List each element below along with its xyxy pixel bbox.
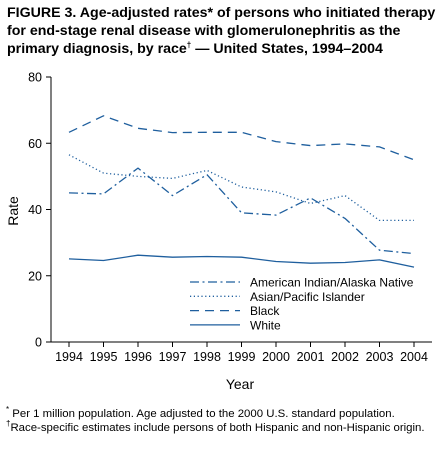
- legend-label-2: Black: [250, 304, 280, 318]
- x-tick-label: 2002: [331, 350, 359, 364]
- chart-legend: American Indian/Alaska NativeAsian/Pacif…: [190, 276, 414, 332]
- y-tick-label: 80: [28, 71, 42, 85]
- series-line-2: [68, 115, 415, 161]
- legend-label-3: White: [250, 318, 281, 332]
- x-axis-title: Year: [226, 376, 255, 392]
- chart-series: [68, 115, 415, 268]
- y-tick-label: 0: [35, 336, 42, 350]
- x-tick-label: 1996: [124, 350, 152, 364]
- title-dagger-mark: †: [186, 40, 192, 50]
- x-tick-label: 2003: [366, 350, 394, 364]
- series-line-1: [68, 154, 414, 222]
- footnote-2: †Race-specific estimates include persons…: [6, 419, 438, 435]
- y-tick-label: 60: [28, 137, 42, 151]
- title-line-3: primary diagnosis, by race† — United Sta…: [7, 41, 383, 57]
- figure-title: FIGURE 3. Age-adjusted rates* of persons…: [7, 4, 439, 58]
- y-axis-title: Rate: [5, 196, 21, 226]
- x-tick-label: 1997: [159, 350, 187, 364]
- x-tick-label: 2000: [262, 350, 290, 364]
- x-tick-label: 1995: [90, 350, 118, 364]
- x-tick-label: 1994: [55, 350, 83, 364]
- footnote-1-text: Per 1 million population. Age adjusted t…: [9, 408, 395, 420]
- footnotes: * Per 1 million population. Age adjusted…: [6, 405, 438, 435]
- title-line-3-suffix: — United States, 1994–2004: [191, 41, 383, 57]
- series-line-3: [68, 254, 415, 268]
- title-line-3-prefix: primary diagnosis, by race: [7, 41, 187, 57]
- x-tick-label: 2001: [297, 350, 325, 364]
- x-tick-label: 2004: [400, 350, 428, 364]
- y-tick-label: 40: [28, 203, 42, 217]
- chart-axes: 0 20 40 60 80 1994 1995 1996 1997 1998 1999 2000 200…: [28, 71, 432, 364]
- x-tick-label: 1999: [228, 350, 256, 364]
- legend-label-1: Asian/Pacific Islander: [250, 290, 365, 304]
- footnote-1-mark: *: [6, 405, 10, 415]
- legend-label-0: American Indian/Alaska Native: [250, 276, 414, 290]
- footnote-1: * Per 1 million population. Age adjusted…: [6, 405, 438, 421]
- footnote-2-text: Race-specific estimates include persons …: [10, 422, 425, 434]
- y-tick-label: 20: [28, 269, 42, 283]
- footnote-2-mark: †: [6, 419, 11, 429]
- title-line-1: FIGURE 3. Age-adjusted rates* of persons…: [7, 5, 436, 21]
- x-tick-label: 1998: [193, 350, 221, 364]
- series-line-0: [68, 167, 415, 255]
- title-line-2: for end-stage renal disease with glomeru…: [7, 23, 401, 39]
